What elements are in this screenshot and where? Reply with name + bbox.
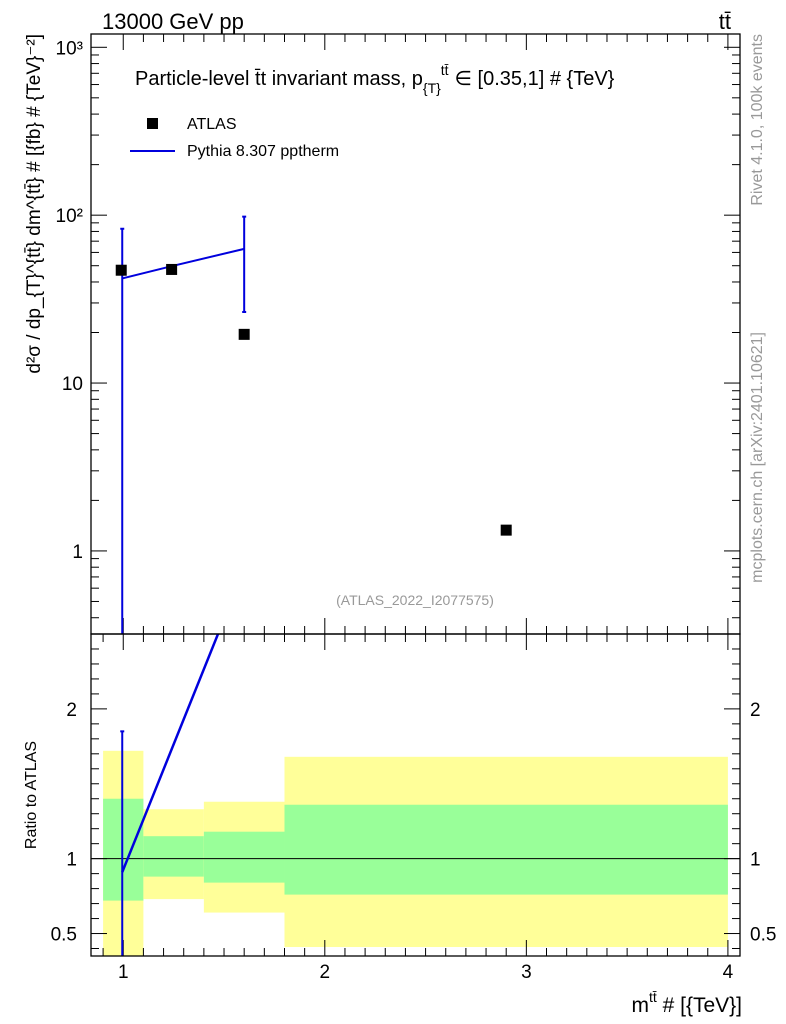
atlas-data-point: [166, 263, 178, 275]
ratio-band-inner: [103, 798, 144, 901]
plot-title: Particle-level t̄t invariant mass, p{T}t…: [135, 62, 615, 96]
x-axis-title: mtt̄ # [{TeV}]: [631, 989, 742, 1017]
legend-atlas-marker: [147, 118, 158, 129]
ratio-band-inner: [143, 836, 204, 877]
ratio-ylabel: Ratio to ATLAS: [23, 741, 40, 849]
x-axis-title-main: m: [631, 994, 649, 1017]
main-ytick-label: 1: [72, 542, 83, 563]
ratio-ytick-label-right: 1: [750, 850, 761, 871]
atlas-data-point: [238, 328, 250, 340]
ratio-band-inner: [203, 831, 285, 883]
ratio-frame: [90, 633, 741, 957]
ratio-band-inner: [284, 804, 728, 895]
ratio-ytick-label-right: 2: [750, 700, 761, 721]
mcplots-label: mcplots.cern.ch [arXiv:2401.10621]: [749, 332, 766, 583]
xtick-label: 4: [723, 962, 734, 983]
xtick-label: 1: [118, 962, 129, 983]
xtick-label: 2: [320, 962, 331, 983]
xtick-label: 3: [521, 962, 532, 983]
energy-label: 13000 GeV pp: [102, 9, 244, 34]
ratio-panel: 0.5 0.5 1 1 2 2 1 2 3 4 Ratio to ATLAS mtt̄ # [{T…: [23, 633, 776, 1017]
ratio-ytick-label-right: 0.5: [750, 925, 776, 946]
legend: ATLAS Pythia 8.307 pptherm: [130, 116, 339, 160]
x-axis-title-tail: # [{TeV}]: [657, 994, 742, 1017]
legend-mc-label: Pythia 8.307 pptherm: [187, 143, 339, 160]
plot-title-main: Particle-level t̄t invariant mass, p: [135, 68, 423, 90]
plot-title-sub: {T}: [423, 80, 441, 96]
main-ylabel: d²σ / dp_{T}^{tt̄} dm^{tt̄} # [{fb} # {T…: [24, 34, 45, 374]
plot-title-tail: ∈ [0.35,1] # {TeV}: [455, 68, 615, 90]
main-panel: 1 10 10² 10³ Particle-level t̄t invariant m…: [24, 33, 741, 635]
atlas-data-point: [115, 264, 127, 276]
x-axis-title-sup: tt̄: [649, 989, 657, 1005]
main-ytick-label: 10: [62, 374, 83, 395]
atlas-data-point: [500, 524, 512, 536]
ratio-ytick-label: 0.5: [51, 925, 77, 946]
main-ytick-label: 10³: [56, 38, 83, 59]
process-label: tt̄: [719, 9, 731, 34]
ratio-ytick-label: 1: [66, 850, 77, 871]
ratio-ytick-label: 2: [66, 700, 77, 721]
legend-atlas-label: ATLAS: [187, 116, 237, 133]
ratio-mc-line: [121, 634, 220, 873]
plot-title-sup: tt̄: [441, 62, 449, 78]
analysis-watermark: (ATLAS_2022_I2077575): [336, 592, 494, 608]
rivet-label: Rivet 4.1.0, 100k events: [749, 34, 766, 206]
main-ytick-label: 10²: [56, 206, 83, 227]
mc-line: [122, 247, 245, 280]
